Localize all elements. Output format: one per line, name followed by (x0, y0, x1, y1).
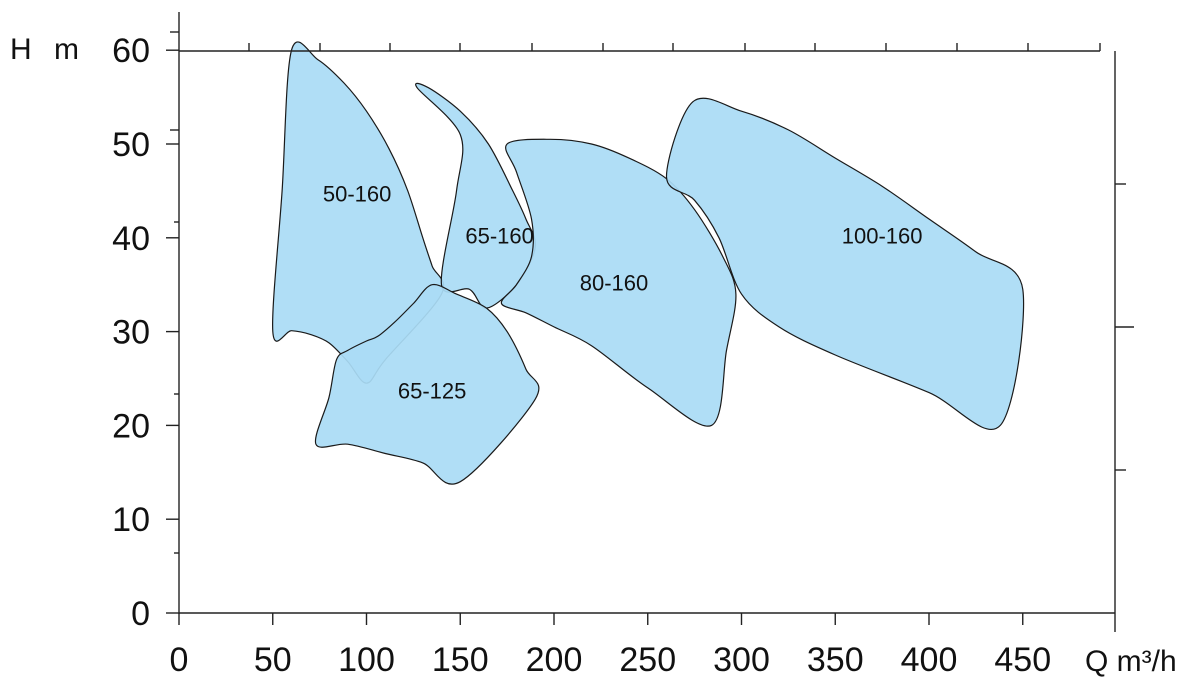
region-80-160 (500, 138, 737, 427)
x-tick-label: 150 (432, 641, 489, 679)
tick-labels: 0 50 100 150 200 250 300 350 400 450 0 10 20 30 40 50 60 (112, 32, 1051, 679)
x-tick-label: 200 (526, 641, 583, 679)
x-tick-label: 400 (901, 641, 958, 679)
y-tick-label: 0 (131, 595, 150, 633)
x-axis-title: Q m³/h (1085, 645, 1177, 678)
region-label-80-160: 80-160 (580, 271, 649, 296)
region-65-160 (415, 82, 537, 309)
x-tick-label: 450 (994, 641, 1051, 679)
region-label-65-160: 65-160 (465, 224, 534, 249)
region-label-100-160: 100-160 (842, 224, 923, 249)
x-tick-label: 50 (254, 641, 292, 679)
pump-regions (272, 41, 1025, 485)
y-tick-label: 60 (112, 32, 150, 70)
y-tick-label: 50 (112, 126, 150, 164)
region-label-50-160: 50-160 (323, 181, 392, 206)
x-tick-label: 250 (619, 641, 676, 679)
region-100-160 (665, 97, 1025, 430)
x-tick-label: 0 (170, 641, 189, 679)
region-65-125 (314, 283, 540, 485)
region-label-65-125: 65-125 (398, 378, 467, 403)
pump-region-labels: 50-160 65-160 65-125 80-160 100-160 (323, 181, 923, 403)
x-tick-label: 100 (338, 641, 395, 679)
x-tick-label: 350 (807, 641, 864, 679)
x-tick-label: 300 (713, 641, 770, 679)
axes (166, 12, 1134, 632)
y-tick-label: 40 (112, 220, 150, 258)
y-tick-label: 20 (112, 407, 150, 445)
y-tick-label: 10 (112, 501, 150, 539)
y-tick-label: 30 (112, 314, 150, 352)
y-axis-title: H m (10, 33, 79, 66)
